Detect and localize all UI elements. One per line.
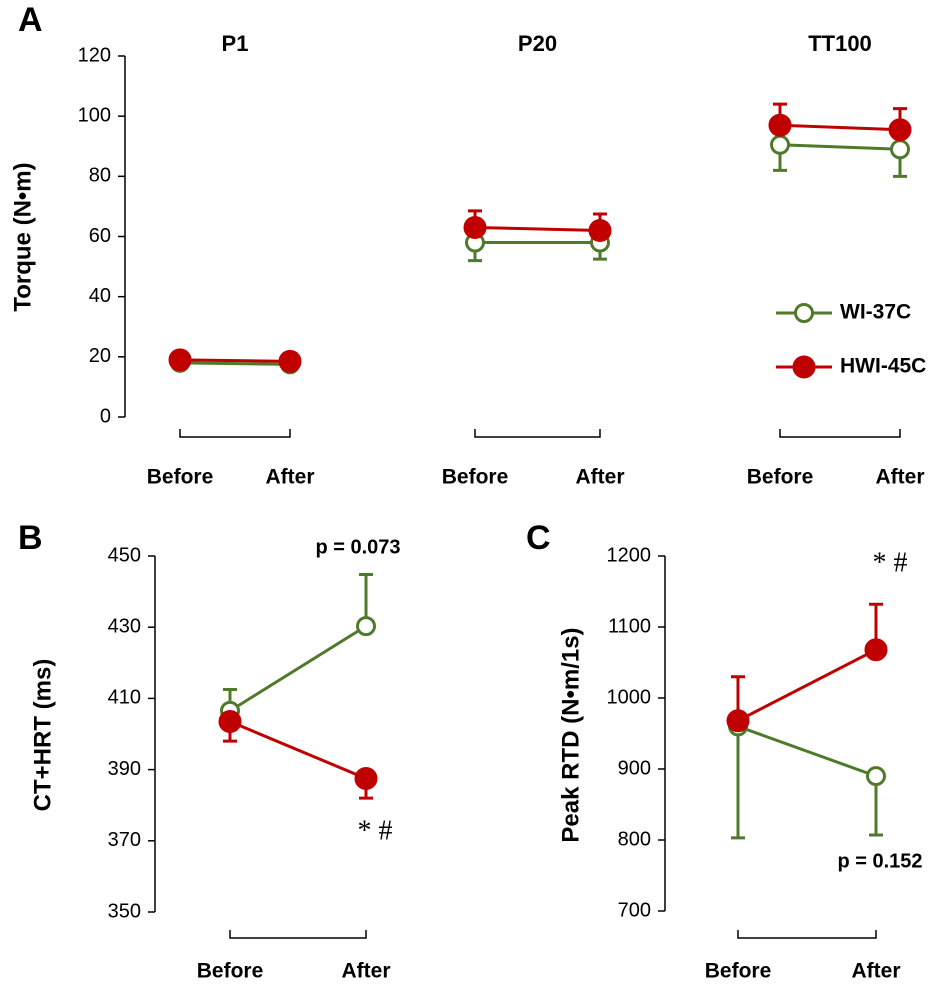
category-axis	[779, 429, 901, 438]
panel-label: A	[18, 1, 43, 39]
marker	[588, 218, 612, 242]
series-line	[779, 123, 901, 132]
subplot-title: P20	[518, 31, 557, 56]
category-axis	[179, 429, 291, 438]
marker	[168, 348, 192, 372]
category-axis	[737, 930, 877, 939]
y-tick-label: 430	[108, 615, 141, 637]
error-bar	[731, 726, 745, 840]
y-tick-label: 0	[100, 405, 111, 427]
marker	[890, 139, 910, 160]
series-line	[737, 724, 877, 778]
y-tick-label: 450	[108, 544, 141, 566]
legend-marker	[792, 355, 816, 379]
x-tick-label: After	[341, 960, 390, 983]
series-line	[474, 225, 601, 232]
x-tick-label: After	[265, 466, 314, 489]
y-tick-label: 1200	[607, 544, 652, 566]
y-tick-label: 60	[89, 225, 111, 247]
y-tick-label: 40	[89, 285, 111, 307]
x-tick-label: Before	[705, 960, 772, 983]
x-tick-label: Before	[147, 466, 214, 489]
marker	[356, 616, 376, 637]
y-tick-label: 80	[89, 165, 111, 187]
marker	[354, 767, 378, 790]
marker	[768, 113, 792, 137]
y-tick-label: 1000	[607, 686, 652, 708]
y-axis-label: Torque (N•m)	[9, 162, 36, 311]
y-tick-label: 900	[618, 757, 651, 779]
series-line	[179, 361, 291, 366]
marker	[726, 709, 750, 733]
marker	[864, 638, 888, 662]
series-line	[229, 720, 367, 780]
legend-label: WI-37C	[840, 301, 911, 324]
y-axis-label: CT+HRT (ms)	[29, 659, 56, 812]
annotation: * #	[873, 547, 908, 578]
marker	[278, 349, 302, 373]
marker	[463, 215, 487, 239]
y-tick-label: 370	[108, 829, 141, 851]
y-tick-label: 800	[618, 828, 651, 850]
y-tick-label: 410	[108, 687, 141, 709]
subplot-title: P1	[222, 31, 249, 56]
marker	[866, 766, 886, 787]
y-axis-label: Peak RTD (N•m/1s)	[557, 627, 584, 842]
y-tick-label: 100	[78, 104, 111, 126]
annotation: p = 0.073	[315, 536, 400, 558]
x-tick-label: Before	[442, 466, 509, 489]
legend-marker	[794, 303, 814, 323]
annotation: * #	[358, 815, 393, 846]
marker	[218, 710, 242, 734]
x-tick-label: After	[575, 466, 624, 489]
y-tick-label: 390	[108, 758, 141, 780]
series-line	[737, 648, 877, 723]
panel-label: B	[18, 519, 43, 557]
annotation: p = 0.152	[837, 850, 922, 872]
y-tick-label: 350	[108, 900, 141, 922]
x-tick-label: Before	[747, 466, 814, 489]
series-line	[179, 358, 291, 363]
panel-label: C	[526, 519, 551, 557]
y-tick-label: 700	[618, 899, 651, 921]
series-line	[779, 143, 901, 151]
subplot-title: TT100	[808, 31, 872, 56]
series-line	[229, 624, 367, 713]
y-tick-label: 20	[89, 345, 111, 367]
legend-label: HWI-45C	[840, 355, 926, 378]
x-tick-label: After	[851, 960, 900, 983]
category-axis	[229, 930, 367, 939]
y-tick-label: 1100	[608, 615, 651, 637]
category-axis	[474, 429, 601, 438]
x-tick-label: After	[875, 466, 924, 489]
x-tick-label: Before	[197, 960, 264, 983]
marker	[888, 118, 912, 142]
marker	[770, 134, 790, 155]
y-tick-label: 120	[78, 44, 111, 66]
